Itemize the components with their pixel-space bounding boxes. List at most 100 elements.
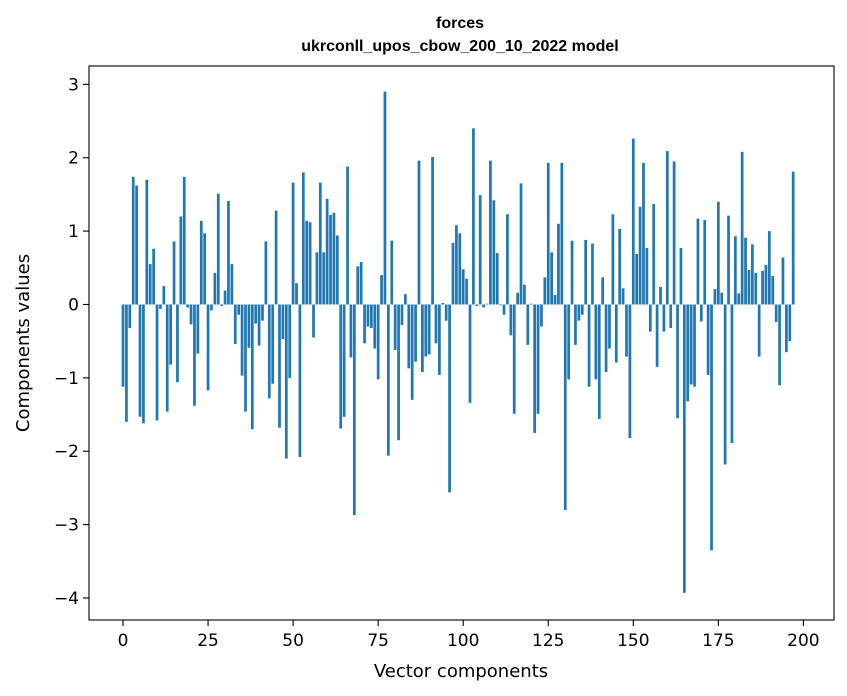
y-tick-label: −1 <box>54 369 79 389</box>
bar <box>659 286 662 305</box>
bar <box>791 171 795 305</box>
bar <box>373 304 377 349</box>
y-tick-label: 0 <box>68 295 79 315</box>
bar <box>135 185 138 305</box>
bar <box>696 218 700 305</box>
bar <box>495 253 499 305</box>
bar <box>332 212 336 305</box>
chart-title-line2: ukrconll_upos_cbow_200_10_2022 model <box>301 38 618 55</box>
bar <box>523 284 526 305</box>
bar <box>315 252 319 305</box>
bar <box>298 304 302 458</box>
bar <box>339 304 343 429</box>
bar <box>366 304 370 327</box>
bar <box>567 304 571 380</box>
bar <box>689 304 693 385</box>
bar <box>220 304 224 306</box>
bar <box>645 247 649 305</box>
bar <box>768 231 771 305</box>
bar <box>771 275 775 305</box>
bar <box>182 176 186 305</box>
bar <box>587 304 591 387</box>
bar <box>349 304 353 358</box>
bar <box>169 304 172 365</box>
bar <box>642 162 645 305</box>
bar <box>346 166 349 305</box>
bar <box>380 275 383 305</box>
bar <box>308 222 312 305</box>
bar <box>557 223 560 305</box>
bar <box>390 240 394 305</box>
bar <box>441 303 445 305</box>
bar <box>356 266 360 305</box>
bar <box>499 304 502 306</box>
bar <box>128 304 132 328</box>
bar <box>400 304 404 326</box>
bar <box>679 247 683 305</box>
y-tick-label: −4 <box>54 589 79 609</box>
y-tick-label: 2 <box>68 149 79 169</box>
bar <box>648 304 652 332</box>
bar <box>278 304 281 428</box>
bar <box>233 304 237 345</box>
bar <box>244 304 247 412</box>
bar <box>665 151 669 305</box>
bar <box>393 304 397 350</box>
bar <box>733 236 737 305</box>
bar <box>274 210 278 305</box>
bar <box>727 215 730 305</box>
bar <box>774 304 778 323</box>
bar <box>781 257 785 305</box>
bar <box>342 304 346 417</box>
x-tick-label: 150 <box>617 631 649 651</box>
bar <box>485 303 489 305</box>
bar <box>451 242 455 305</box>
bar <box>601 277 605 305</box>
bar <box>628 304 632 439</box>
bar <box>744 237 747 305</box>
bar <box>506 214 509 305</box>
bar <box>322 252 326 305</box>
bar <box>410 304 414 400</box>
bar <box>608 304 611 349</box>
bar <box>584 239 588 305</box>
bar <box>318 182 322 305</box>
bar <box>574 304 577 345</box>
bar <box>761 270 764 305</box>
bar <box>145 179 149 305</box>
bar <box>478 195 482 305</box>
bar <box>489 160 492 305</box>
bar-series <box>121 91 795 593</box>
bar <box>754 272 758 305</box>
bar <box>472 128 475 305</box>
bar <box>363 304 366 344</box>
bar <box>444 304 448 321</box>
bar <box>199 220 203 305</box>
bar <box>676 304 679 419</box>
bar <box>261 304 264 321</box>
bar <box>475 304 479 306</box>
y-tick-label: −2 <box>54 442 79 462</box>
bar <box>655 304 659 367</box>
x-tick-label: 125 <box>532 631 564 651</box>
bar <box>686 304 690 402</box>
bar <box>172 241 176 305</box>
bar <box>723 304 727 465</box>
bar <box>271 304 275 384</box>
y-tick-label: 3 <box>68 75 79 95</box>
bar <box>417 160 421 305</box>
bar <box>216 193 220 305</box>
bar <box>427 304 431 355</box>
bar <box>563 304 567 510</box>
bar <box>359 261 363 305</box>
bar <box>502 304 506 315</box>
bar <box>618 228 622 305</box>
x-tick-label: 0 <box>118 631 129 651</box>
bar <box>672 161 676 305</box>
bar <box>240 304 244 376</box>
bar <box>131 176 135 305</box>
bar <box>237 304 241 315</box>
bar <box>152 248 155 305</box>
bar <box>611 214 615 305</box>
